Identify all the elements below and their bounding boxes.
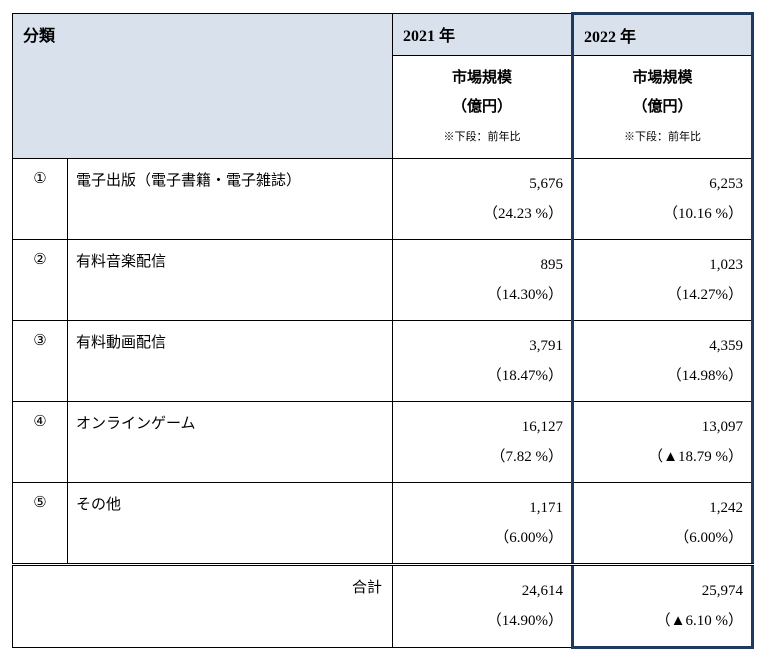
- header-year1: 2021 年: [393, 14, 573, 56]
- cell-amount: 4,359: [578, 331, 743, 361]
- cell-amount: 895: [397, 250, 563, 280]
- cell-pct: （10.16 %）: [578, 199, 743, 229]
- header-sub-note-2: ※下段：前年比: [578, 127, 747, 148]
- row-index: ②: [13, 239, 68, 320]
- row-y2: 13,097（▲18.79 %）: [573, 401, 753, 482]
- table-body: ① 電子出版（電子書籍・電子雑誌） 5,676（24.23 %） 6,253（1…: [13, 158, 753, 647]
- cell-pct: （24.23 %）: [397, 199, 563, 229]
- table-row: ⑤ その他 1,171（6.00%） 1,242（6.00%）: [13, 482, 753, 564]
- header-sub-l2-2: （億円）: [633, 99, 693, 115]
- row-index: ③: [13, 320, 68, 401]
- header-row-1: 分類 2021 年 2022 年: [13, 14, 753, 56]
- cell-pct: （7.82 %）: [397, 442, 563, 472]
- total-label: 合計: [13, 564, 393, 647]
- cell-amount: 5,676: [397, 169, 563, 199]
- total-row: 合計 24,614（14.90%） 25,974（▲6.10 %）: [13, 564, 753, 647]
- cell-pct: （14.30%）: [397, 280, 563, 310]
- cell-pct: （14.98%）: [578, 361, 743, 391]
- row-index: ①: [13, 158, 68, 239]
- table-row: ① 電子出版（電子書籍・電子雑誌） 5,676（24.23 %） 6,253（1…: [13, 158, 753, 239]
- row-name: 電子出版（電子書籍・電子雑誌）: [68, 158, 393, 239]
- cell-amount: 13,097: [578, 412, 743, 442]
- table-row: ② 有料音楽配信 895（14.30%） 1,023（14.27%）: [13, 239, 753, 320]
- cell-amount: 25,974: [578, 576, 743, 606]
- cell-amount: 3,791: [397, 331, 563, 361]
- row-y2: 1,023（14.27%）: [573, 239, 753, 320]
- row-y2: 4,359（14.98%）: [573, 320, 753, 401]
- total-y2: 25,974（▲6.10 %）: [573, 564, 753, 647]
- row-y1: 3,791（18.47%）: [393, 320, 573, 401]
- cell-amount: 24,614: [397, 576, 563, 606]
- cell-amount: 16,127: [397, 412, 563, 442]
- header-year2-text: 2022 年: [584, 29, 636, 46]
- row-name: 有料動画配信: [68, 320, 393, 401]
- row-name: 有料音楽配信: [68, 239, 393, 320]
- header-year1-text: 2021 年: [403, 28, 455, 45]
- cell-amount: 1,023: [578, 250, 743, 280]
- cell-pct: （▲6.10 %）: [578, 606, 743, 636]
- cell-amount: 6,253: [578, 169, 743, 199]
- cell-amount: 1,242: [578, 493, 743, 523]
- header-year2: 2022 年: [573, 14, 753, 56]
- table-row: ③ 有料動画配信 3,791（18.47%） 4,359（14.98%）: [13, 320, 753, 401]
- header-sub-year1: 市場規模 （億円） ※下段：前年比: [393, 56, 573, 159]
- cell-amount: 1,171: [397, 493, 563, 523]
- header-category-text: 分類: [23, 28, 55, 45]
- row-y2: 1,242（6.00%）: [573, 482, 753, 564]
- cell-pct: （▲18.79 %）: [578, 442, 743, 472]
- row-y1: 16,127（7.82 %）: [393, 401, 573, 482]
- header-sub-l1-2: 市場規模: [633, 70, 693, 86]
- row-index: ⑤: [13, 482, 68, 564]
- cell-pct: （18.47%）: [397, 361, 563, 391]
- header-sub-note: ※下段：前年比: [397, 127, 567, 148]
- market-size-table: 分類 2021 年 2022 年 市場規模 （億円） ※下段：前年比 市場規模 …: [12, 12, 754, 649]
- cell-pct: （6.00%）: [578, 523, 743, 553]
- row-y1: 895（14.30%）: [393, 239, 573, 320]
- cell-pct: （6.00%）: [397, 523, 563, 553]
- header-sub-l1: 市場規模: [452, 70, 512, 86]
- header-sub-year2: 市場規模 （億円） ※下段：前年比: [573, 56, 753, 159]
- row-name: オンラインゲーム: [68, 401, 393, 482]
- row-y1: 1,171（6.00%）: [393, 482, 573, 564]
- row-index: ④: [13, 401, 68, 482]
- row-y2: 6,253（10.16 %）: [573, 158, 753, 239]
- header-sub-l2: （億円）: [452, 99, 512, 115]
- row-y1: 5,676（24.23 %）: [393, 158, 573, 239]
- row-name: その他: [68, 482, 393, 564]
- table-row: ④ オンラインゲーム 16,127（7.82 %） 13,097（▲18.79 …: [13, 401, 753, 482]
- cell-pct: （14.90%）: [397, 606, 563, 636]
- header-category: 分類: [13, 14, 393, 159]
- total-y1: 24,614（14.90%）: [393, 564, 573, 647]
- cell-pct: （14.27%）: [578, 280, 743, 310]
